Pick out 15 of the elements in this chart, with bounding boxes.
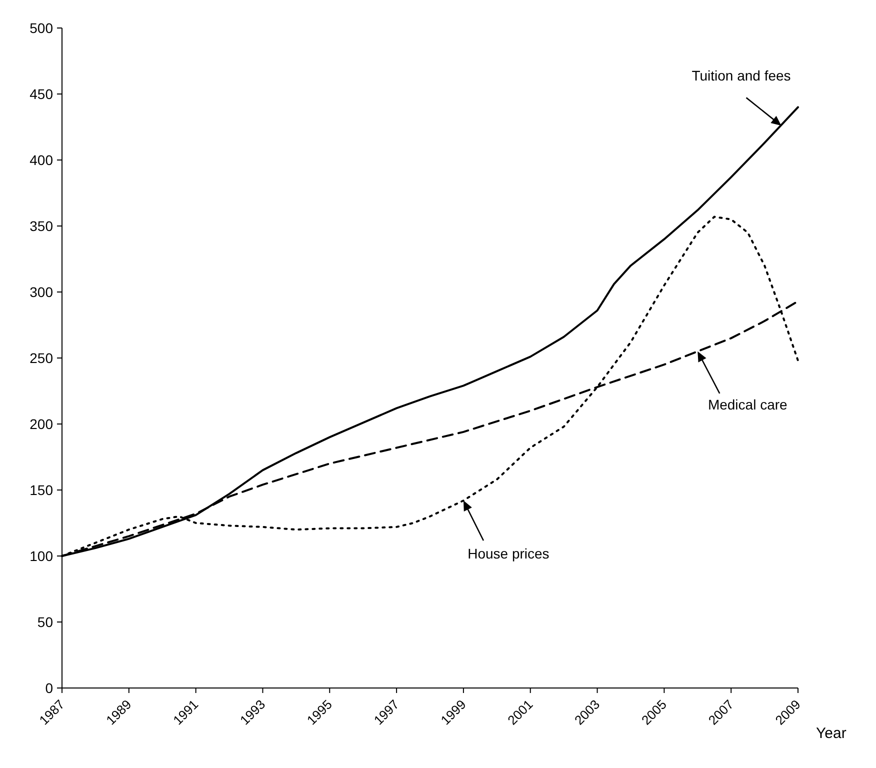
annotation: Medical care — [708, 396, 788, 412]
annotation: House prices — [468, 546, 550, 562]
annotation: Tuition and fees — [692, 68, 791, 84]
y-tick-label: 150 — [30, 482, 54, 498]
y-tick-label: 0 — [45, 680, 54, 696]
y-tick-label: 200 — [30, 416, 54, 432]
y-tick-label: 100 — [30, 548, 54, 564]
y-tick-label: 350 — [30, 218, 54, 234]
x-axis-title: Year — [816, 725, 846, 742]
y-tick-label: 400 — [30, 152, 54, 168]
y-tick-label: 250 — [30, 350, 54, 366]
y-tick-label: 50 — [37, 614, 54, 630]
y-tick-label: 500 — [30, 20, 54, 36]
y-tick-label: 450 — [30, 86, 54, 102]
y-tick-label: 300 — [30, 284, 54, 300]
